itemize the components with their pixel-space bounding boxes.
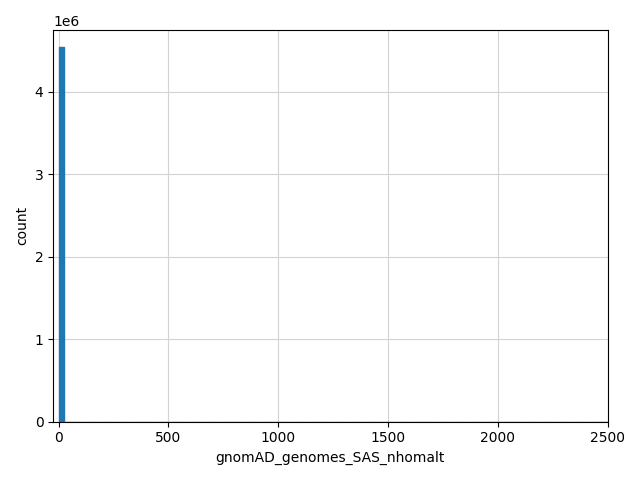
X-axis label: gnomAD_genomes_SAS_nhomalt: gnomAD_genomes_SAS_nhomalt — [216, 451, 445, 465]
Y-axis label: count: count — [15, 206, 29, 245]
Bar — [59, 47, 64, 421]
